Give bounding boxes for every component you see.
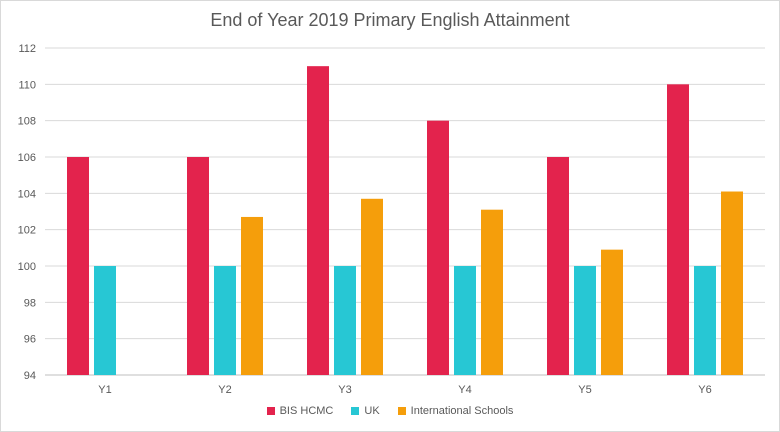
bar-international-schools-y6 — [721, 191, 743, 375]
chart-title: End of Year 2019 Primary English Attainm… — [210, 10, 570, 30]
legend-label-uk: UK — [364, 405, 380, 417]
y-tick-label-104: 104 — [18, 188, 36, 200]
y-tick-label-94: 94 — [24, 370, 36, 382]
y-tick-label-112: 112 — [18, 43, 36, 55]
legend-swatch-international-schools — [397, 407, 406, 415]
bar-international-schools-y5 — [601, 249, 623, 375]
y-tick-label-100: 100 — [18, 261, 36, 273]
bar-uk-y1 — [94, 266, 116, 375]
bar-international-schools-y2 — [241, 216, 263, 375]
bar-uk-y6 — [694, 266, 716, 375]
bar-international-schools-y4 — [481, 209, 503, 375]
legend-swatch-bis-hcmc — [266, 407, 275, 415]
x-tick-label-y1: Y1 — [98, 384, 111, 396]
y-tick-label-102: 102 — [18, 225, 36, 237]
legend-swatch-uk — [351, 407, 360, 415]
legend-item-uk: UK — [351, 405, 380, 417]
x-tick-label-y3: Y3 — [338, 384, 351, 396]
legend-label-international-schools: International Schools — [410, 405, 514, 417]
bar-bis-hcmc-y4 — [427, 120, 449, 376]
x-tick-label-y4: Y4 — [458, 384, 471, 396]
bar-bis-hcmc-y6 — [667, 84, 689, 375]
y-tick-label-96: 96 — [24, 334, 36, 346]
y-tick-label-98: 98 — [24, 297, 36, 309]
bar-uk-y4 — [454, 266, 476, 375]
bar-bis-hcmc-y5 — [547, 157, 569, 375]
legend-item-international-schools: International Schools — [397, 405, 514, 417]
legend-label-bis-hcmc: BIS HCMC — [279, 405, 334, 417]
y-tick-label-110: 110 — [18, 79, 36, 91]
y-tick-label-108: 108 — [18, 116, 36, 128]
x-tick-label-y2: Y2 — [218, 384, 231, 396]
bar-bis-hcmc-y1 — [67, 157, 89, 375]
bar-uk-y3 — [334, 266, 356, 375]
legend: BIS HCMC UK International Schools — [0, 405, 780, 417]
x-tick-label-y5: Y5 — [578, 384, 591, 396]
x-tick-label-y6: Y6 — [698, 384, 711, 396]
bar-uk-y5 — [574, 266, 596, 375]
bar-bis-hcmc-y2 — [187, 157, 209, 375]
bar-bis-hcmc-y3 — [307, 66, 329, 376]
bar-uk-y2 — [214, 266, 236, 375]
y-tick-label-106: 106 — [18, 152, 36, 164]
legend-item-bis-hcmc: BIS HCMC — [266, 405, 334, 417]
bar-international-schools-y3 — [361, 198, 383, 375]
